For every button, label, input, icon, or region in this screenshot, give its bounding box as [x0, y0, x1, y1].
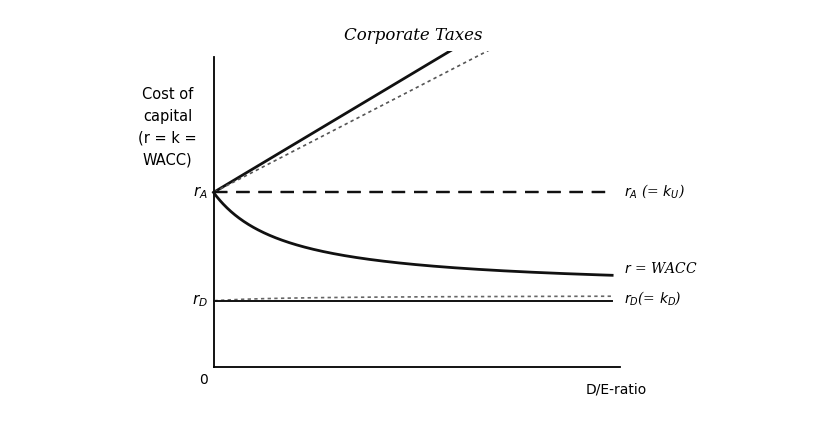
Text: $r_D$: $r_D$ — [192, 292, 208, 309]
Title: Corporate Taxes: Corporate Taxes — [344, 27, 482, 44]
Text: D/E-ratio: D/E-ratio — [585, 382, 646, 397]
Text: 0: 0 — [198, 373, 208, 387]
Text: $r_A$: $r_A$ — [193, 184, 208, 201]
Text: $r$ = WACC: $r$ = WACC — [624, 261, 697, 276]
Text: $r_A$ (= $k_U$): $r_A$ (= $k_U$) — [624, 182, 685, 200]
Text: (r = k =: (r = k = — [138, 130, 197, 145]
Text: Cost of: Cost of — [142, 87, 193, 102]
Text: WACC): WACC) — [143, 152, 193, 167]
Text: $r_D$(= $k_D$): $r_D$(= $k_D$) — [624, 289, 682, 306]
Text: capital: capital — [143, 109, 193, 124]
